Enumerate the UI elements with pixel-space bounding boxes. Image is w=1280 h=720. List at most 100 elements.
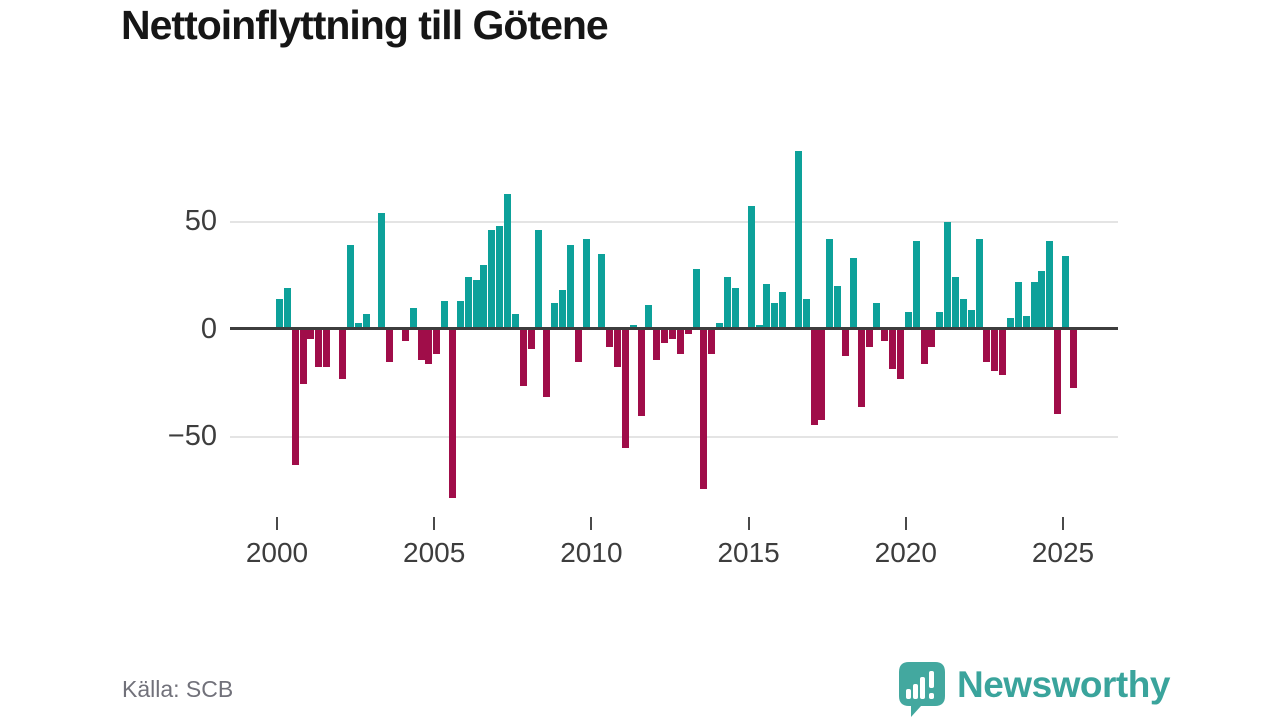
bar-negative [307, 330, 315, 339]
bar-negative [920, 330, 928, 365]
newsworthy-logo: Newsworthy [899, 661, 1170, 717]
bar-positive [1046, 240, 1054, 329]
bar-positive [645, 305, 653, 329]
bar-positive [747, 206, 755, 329]
bar-negative [527, 330, 535, 350]
x-tick-label-2020: 2020 [874, 537, 937, 568]
x-tick-mark [590, 517, 593, 530]
bar-positive [456, 301, 464, 329]
bar-positive [1030, 281, 1038, 329]
y-tick-label-50: 50 [184, 205, 217, 237]
bar-negative [425, 330, 433, 365]
bar-negative [818, 330, 826, 421]
bar-negative [574, 330, 582, 363]
bar-negative [291, 330, 299, 466]
bar-negative [606, 330, 614, 348]
bar-positive [904, 311, 912, 329]
bar-negative [448, 330, 456, 498]
bar-negative [401, 330, 409, 341]
bar-positive [716, 322, 724, 329]
bar-negative [417, 330, 425, 361]
x-tick-mark [276, 517, 278, 530]
bar-positive [472, 279, 480, 329]
zero-axis-line [230, 327, 1118, 330]
bar-positive [849, 258, 857, 330]
gridline-plus-50 [230, 221, 1118, 223]
bar-positive [692, 268, 700, 329]
bar-positive [794, 150, 802, 329]
bar-positive [1062, 255, 1069, 329]
bar-positive [511, 313, 519, 329]
bar-positive [802, 298, 810, 329]
bar-negative [999, 330, 1007, 376]
bar-positive [503, 193, 511, 329]
bar-positive [354, 322, 362, 329]
bar-positive [582, 238, 590, 329]
bar-negative [684, 330, 692, 335]
bar-negative [433, 330, 441, 354]
bar-positive [559, 290, 566, 329]
bar-negative [637, 330, 645, 416]
bar-negative [708, 330, 716, 354]
bar-positive [378, 212, 386, 329]
gridline-minus-50 [230, 436, 1118, 438]
bar-negative [889, 330, 897, 369]
bar-positive [959, 298, 967, 329]
bar-negative [1069, 330, 1077, 388]
bar-negative [653, 330, 661, 361]
bar-positive [362, 313, 370, 329]
bar-negative [983, 330, 991, 363]
bar-positive [755, 324, 763, 329]
x-tick-label-2025: 2025 [1031, 537, 1095, 568]
bar-negative [614, 330, 621, 367]
bar-positive [834, 286, 842, 329]
x-tick-mark [1062, 517, 1064, 530]
x-tick-label-2015: 2015 [717, 537, 780, 568]
x-tick-mark [904, 517, 907, 530]
x-tick-label-2000: 2000 [245, 537, 309, 568]
bar-positive [496, 225, 504, 329]
bar-positive [409, 307, 417, 329]
bar-negative [810, 330, 818, 425]
bar-negative [338, 330, 346, 380]
bar-negative [881, 330, 889, 341]
newsworthy-logo-text: Newsworthy [957, 664, 1170, 705]
bar-negative [857, 330, 865, 408]
bar-negative [661, 330, 669, 343]
bar-negative [323, 330, 331, 367]
bar-positive [967, 309, 975, 329]
bar-positive [551, 303, 559, 329]
bar-positive [441, 301, 449, 329]
bar-positive [276, 298, 283, 329]
x-tick-mark [433, 517, 436, 530]
bar-positive [873, 303, 881, 329]
bar-positive [283, 288, 291, 329]
bar-negative [676, 330, 684, 354]
bar-negative [896, 330, 904, 380]
y-tick-label-minus-50: −50 [167, 420, 217, 452]
bar-positive [936, 311, 944, 329]
x-tick-label-2005: 2005 [403, 537, 466, 568]
bar-negative [928, 330, 936, 348]
bar-positive [779, 292, 786, 329]
bar-positive [975, 238, 983, 329]
bar-positive [952, 277, 959, 329]
bar-positive [629, 324, 637, 329]
bar-negative [621, 330, 629, 449]
bar-positive [1022, 316, 1030, 329]
bar-negative [841, 330, 849, 356]
bar-positive [488, 230, 496, 329]
bar-positive [826, 238, 834, 329]
x-tick-mark [747, 517, 750, 530]
bar-positive [480, 264, 488, 329]
bar-negative [669, 330, 676, 339]
bar-positive [346, 245, 354, 329]
y-tick-label-0: 0 [200, 313, 217, 345]
x-tick-label-2010: 2010 [560, 537, 623, 568]
bar-negative [315, 330, 323, 367]
bar-positive [731, 288, 739, 329]
bar-positive [566, 245, 574, 329]
bar-positive [1014, 281, 1022, 329]
bar-positive [763, 283, 771, 329]
